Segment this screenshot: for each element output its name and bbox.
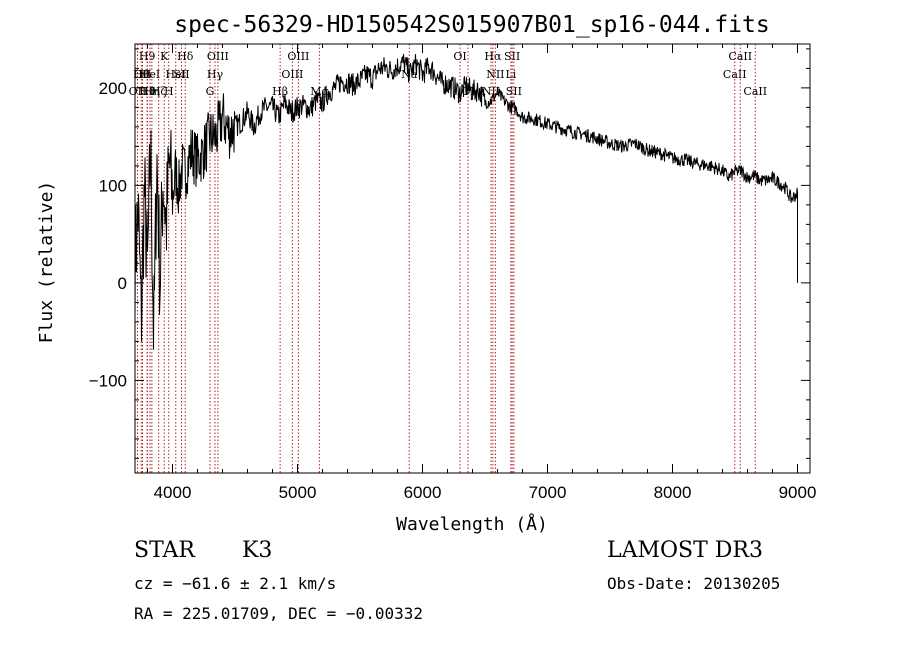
spectral-line-label: Li bbox=[505, 68, 516, 81]
y-tick-label: 100 bbox=[99, 176, 127, 195]
spectral-line-label: H9 bbox=[139, 50, 156, 63]
spectral-line-label: OIII bbox=[281, 68, 303, 81]
spectral-line-label: K bbox=[160, 50, 169, 63]
spectral-line-label: CaII bbox=[723, 68, 747, 81]
observation-date: Obs-Date: 20130205 bbox=[607, 574, 781, 593]
spectral-line-label: CaII bbox=[728, 50, 752, 63]
x-tick-label: 6000 bbox=[404, 483, 442, 502]
y-axis-label: Flux (relative) bbox=[36, 181, 57, 344]
spectral-line-label: Mg bbox=[310, 85, 328, 98]
object-class: STAR bbox=[134, 538, 195, 563]
spectrum-series bbox=[134, 54, 798, 350]
spectral-line-label: NII bbox=[486, 68, 504, 81]
y-tick-label: 0 bbox=[118, 274, 127, 293]
sky-coordinates: RA = 225.01709, DEC = −0.00332 bbox=[134, 604, 423, 623]
spectral-line-label: OIII bbox=[207, 50, 229, 63]
spectral-line-label: OI bbox=[453, 50, 466, 63]
spectral-line-label: Hδ bbox=[177, 50, 194, 63]
spectral-line-label: Hζ bbox=[151, 85, 167, 98]
spectral-line-label: Hα bbox=[484, 50, 502, 63]
x-tick-label: 4000 bbox=[154, 483, 192, 502]
spectral-line-label: SII bbox=[506, 85, 522, 98]
x-tick-label: 8000 bbox=[654, 483, 692, 502]
spectral-line-label: OIII bbox=[287, 50, 309, 63]
chart-title: spec-56329-HD150542S015907B01_sp16-044.f… bbox=[174, 12, 769, 38]
survey-name: LAMOST DR3 bbox=[607, 538, 763, 563]
spectral-line-label: HeI bbox=[140, 68, 160, 81]
spectral-line-markers: OIIHθOIIH9HθHeIHηHζKHHeISIIHδGHγOIIIHβOI… bbox=[129, 44, 767, 473]
spectral-line-label: SII bbox=[173, 68, 189, 81]
plot-frame bbox=[134, 43, 811, 474]
spectral-line-label: Hβ bbox=[272, 85, 288, 98]
spectral-line-label: Hγ bbox=[207, 68, 224, 81]
x-tick-label: 9000 bbox=[779, 483, 817, 502]
y-tick-label: 200 bbox=[99, 79, 127, 98]
axis-ticks: 4000 5000 6000 7000 8000 9000 −100 0 100 200 bbox=[89, 44, 817, 502]
spectral-line-label: HeI bbox=[166, 68, 186, 81]
spectral-line-label: H bbox=[164, 85, 174, 98]
object-subclass: K3 bbox=[242, 538, 273, 563]
redshift-velocity: cz = −61.6 ± 2.1 km/s bbox=[134, 574, 337, 593]
x-axis-label: Wavelength (Å) bbox=[396, 513, 548, 535]
spectral-line-label: G bbox=[206, 85, 215, 98]
y-tick-label: −100 bbox=[89, 371, 127, 390]
spectral-line-label: Hη bbox=[144, 85, 160, 98]
spectral-line-label: SII bbox=[504, 50, 520, 63]
x-tick-label: 5000 bbox=[279, 483, 317, 502]
spectral-line-label: Hθ bbox=[133, 68, 150, 81]
x-tick-label: 7000 bbox=[529, 483, 567, 502]
spectrum-line bbox=[134, 54, 798, 350]
spectral-line-label: OII bbox=[134, 68, 152, 81]
spectral-line-label: CaII bbox=[743, 85, 767, 98]
